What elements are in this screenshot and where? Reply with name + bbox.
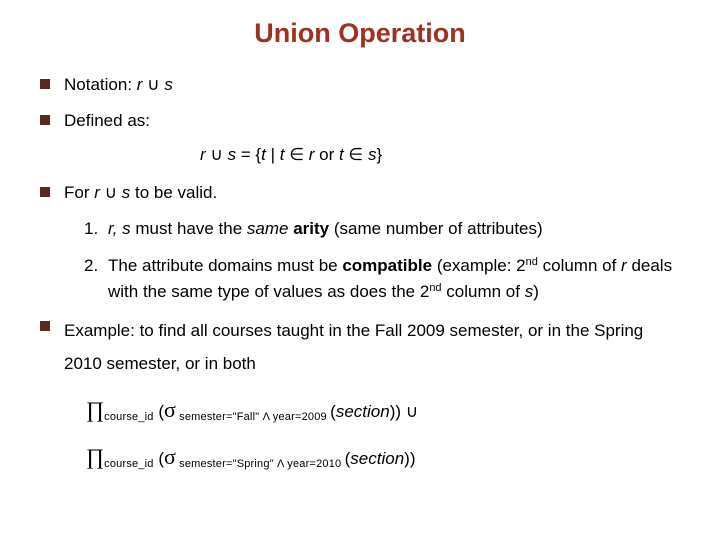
pi-symbol: ∏ (86, 397, 104, 422)
valid-prefix: For (64, 183, 94, 202)
bullet-marker (40, 115, 50, 125)
rule1-arity: arity (293, 219, 329, 238)
bullet-text: Example: to find all courses taught in t… (64, 315, 680, 380)
rule-number: 1. (84, 216, 108, 242)
rule-1: 1. r, s must have the same arity (same n… (84, 216, 680, 242)
expr2-relation: section (350, 449, 404, 468)
rule2-pre: The attribute domains must be (108, 256, 342, 275)
rule1-mid1: must have the (131, 219, 247, 238)
expr1-open: ( (154, 402, 164, 421)
rule2-compatible: compatible (342, 256, 432, 275)
notation-label: Notation: (64, 75, 137, 94)
rule1-post: (same number of attributes) (329, 219, 543, 238)
notation-s: s (164, 75, 173, 94)
expr1-relation: section (336, 402, 390, 421)
rule-number: 2. (84, 253, 108, 306)
expr1-close: )) (390, 402, 406, 421)
bullet-text: For r ∪ s to be valid. (64, 181, 680, 205)
bullet-defined-as: Defined as: (40, 109, 680, 133)
rule2-sup2: nd (429, 282, 441, 294)
def-bar: | (266, 145, 280, 164)
def-s: s (228, 145, 237, 164)
bullet-marker (40, 79, 50, 89)
sigma-subscript: semester="Fall" Λ year=2009 (176, 411, 330, 423)
definition-expression: r ∪ s = {t | t ∈ r or t ∈ s} (200, 145, 680, 165)
def-eq: = { (236, 145, 261, 164)
def-or: or (314, 145, 339, 164)
sigma-subscript: semester="Spring" Λ year=2010 (176, 458, 345, 470)
bullet-marker (40, 321, 50, 331)
expr2-open: ( (154, 449, 164, 468)
bullet-validity: For r ∪ s to be valid. (40, 181, 680, 205)
rule-text: r, s must have the same arity (same numb… (108, 216, 680, 242)
sigma-symbol: σ (164, 444, 176, 469)
relational-expression-2: ∏course_id (σ semester="Spring" Λ year=2… (86, 439, 680, 474)
rule-text: The attribute domains must be compatible… (108, 253, 680, 306)
expr1-union: ∪ (406, 402, 418, 421)
rule2-mid2: column of (538, 256, 621, 275)
bullet-notation: Notation: r ∪ s (40, 73, 680, 97)
valid-suffix: to be valid. (130, 183, 217, 202)
rule-2: 2. The attribute domains must be compati… (84, 253, 680, 306)
def-close: } (376, 145, 382, 164)
relational-expression-1: ∏course_id (σ semester="Fall" Λ year=200… (86, 392, 680, 427)
bullet-text: Notation: r ∪ s (64, 73, 680, 97)
slide-title: Union Operation (40, 18, 680, 49)
rule2-post: ) (533, 282, 539, 301)
pi-subscript: course_id (104, 411, 154, 423)
pi-subscript: course_id (104, 458, 154, 470)
sigma-symbol: σ (164, 397, 176, 422)
def-in2: ∈ (344, 145, 368, 164)
rule2-s: s (525, 282, 534, 301)
expr2-close: )) (404, 449, 415, 468)
def-in1: ∈ (284, 145, 308, 164)
bullet-example: Example: to find all courses taught in t… (40, 315, 680, 380)
bullet-marker (40, 187, 50, 197)
rule2-sup1: nd (526, 256, 538, 268)
rule2-mid: (example: 2 (432, 256, 526, 275)
validity-rules-list: 1. r, s must have the same arity (same n… (84, 216, 680, 305)
valid-op: ∪ (100, 183, 122, 202)
rule1-same: same (247, 219, 289, 238)
pi-symbol: ∏ (86, 444, 104, 469)
bullet-text: Defined as: (64, 109, 680, 133)
notation-op: ∪ (142, 75, 164, 94)
rule1-rs: r, s (108, 219, 131, 238)
rule2-mid4: column of (442, 282, 525, 301)
def-op: ∪ (206, 145, 228, 164)
